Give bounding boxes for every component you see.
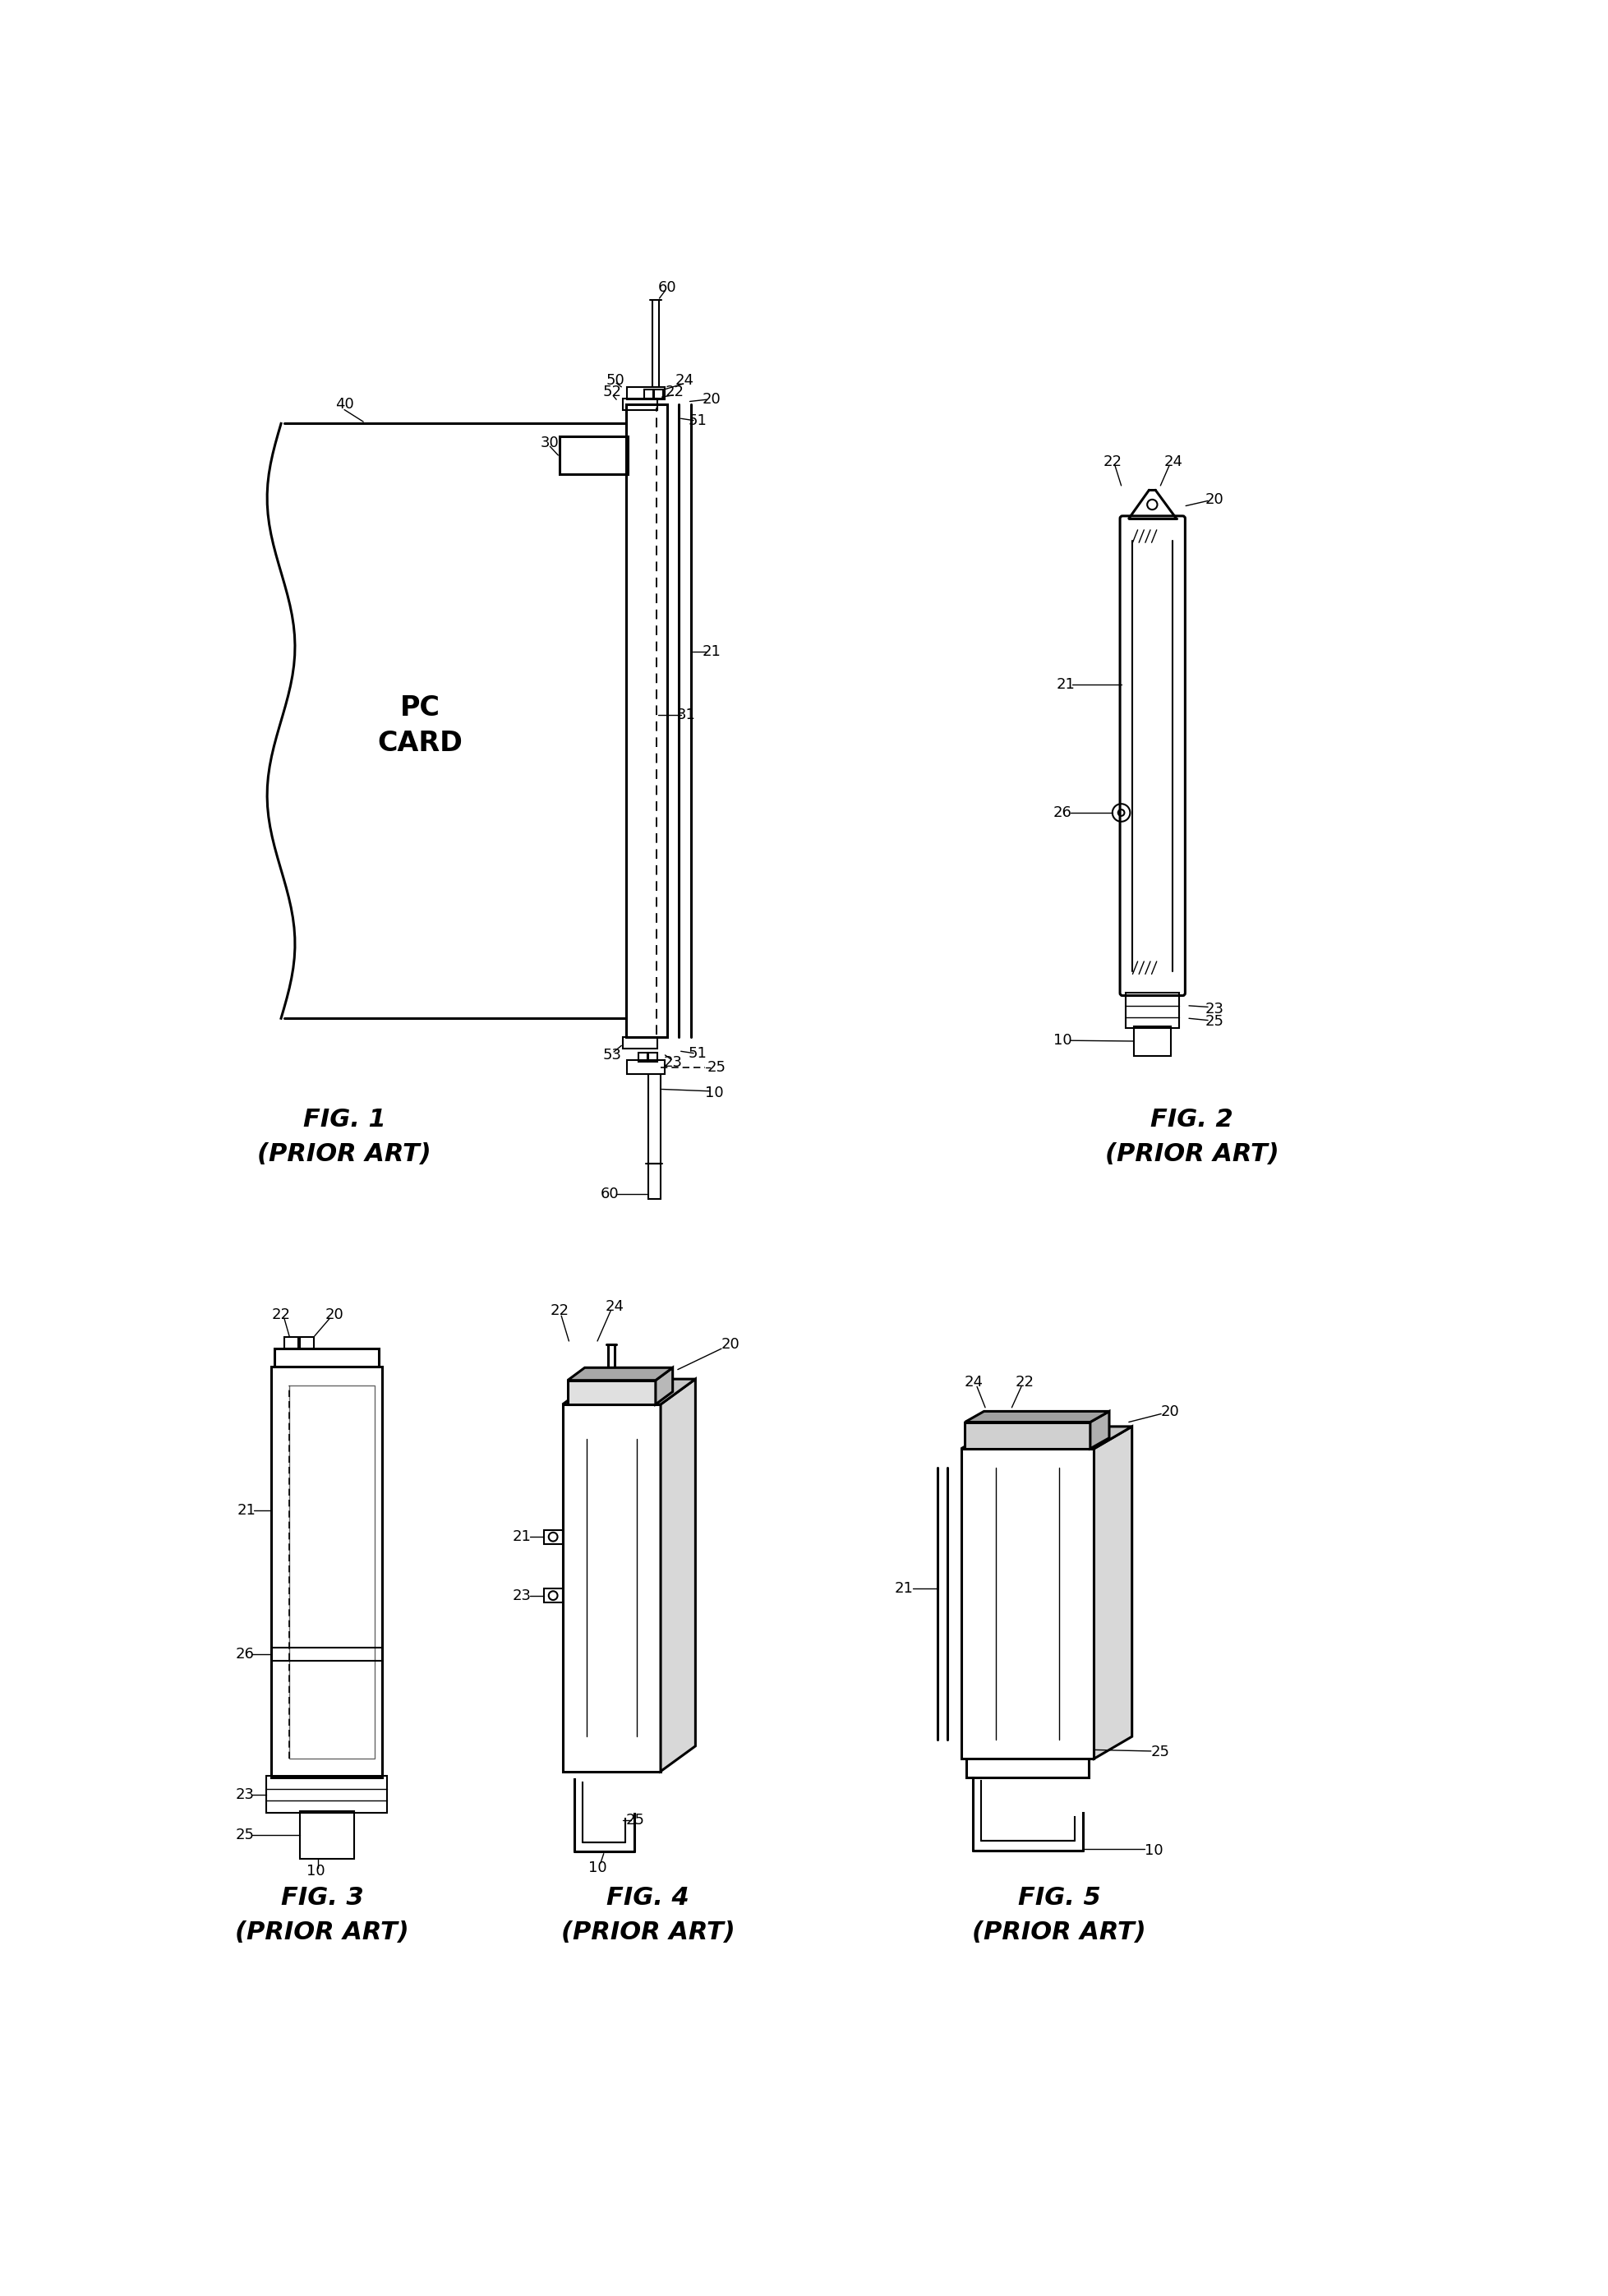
Text: FIG. 3: FIG. 3 <box>281 1885 363 1910</box>
Bar <box>627 388 664 400</box>
Polygon shape <box>965 1412 1108 1421</box>
Bar <box>299 1812 354 1860</box>
Text: 23: 23 <box>235 1786 254 1802</box>
Text: 52: 52 <box>603 383 622 400</box>
Bar <box>626 404 667 1038</box>
Bar <box>1134 1026 1171 1056</box>
Text: 10: 10 <box>307 1864 325 1878</box>
Text: 21: 21 <box>236 1504 256 1518</box>
Text: 22: 22 <box>550 1304 569 1318</box>
Bar <box>627 1061 664 1075</box>
Text: FIG. 2: FIG. 2 <box>1150 1107 1233 1132</box>
Polygon shape <box>563 1405 661 1770</box>
Bar <box>1126 994 1179 1029</box>
Text: 23: 23 <box>1204 1001 1224 1017</box>
Bar <box>654 390 662 397</box>
Text: 30: 30 <box>540 436 560 450</box>
Bar <box>299 1336 314 1348</box>
Bar <box>285 1336 297 1348</box>
Text: 60: 60 <box>658 280 675 294</box>
Text: 20: 20 <box>1159 1405 1179 1419</box>
Text: 22: 22 <box>272 1306 291 1322</box>
Text: 20: 20 <box>720 1336 740 1352</box>
Text: 24: 24 <box>1163 455 1182 468</box>
Text: FIG. 5: FIG. 5 <box>1018 1885 1100 1910</box>
Text: 20: 20 <box>325 1306 344 1322</box>
Text: 21: 21 <box>894 1580 913 1596</box>
Text: CARD: CARD <box>378 730 463 758</box>
Text: 21: 21 <box>701 643 720 659</box>
Text: 40: 40 <box>334 397 354 411</box>
Text: 21: 21 <box>511 1529 531 1545</box>
Text: 25: 25 <box>1204 1015 1224 1029</box>
Text: 22: 22 <box>1103 455 1121 468</box>
Bar <box>289 1384 375 1759</box>
Polygon shape <box>654 1368 672 1405</box>
Text: 20: 20 <box>701 393 720 406</box>
Text: 60: 60 <box>600 1187 619 1201</box>
Text: 53: 53 <box>603 1047 622 1063</box>
Bar <box>560 436 627 475</box>
Text: 10: 10 <box>1053 1033 1071 1047</box>
Text: 24: 24 <box>605 1300 624 1313</box>
Text: 20: 20 <box>1204 491 1224 507</box>
Text: (PRIOR ART): (PRIOR ART) <box>561 1922 735 1945</box>
Polygon shape <box>960 1449 1093 1759</box>
Bar <box>643 390 653 397</box>
Text: (PRIOR ART): (PRIOR ART) <box>1105 1143 1278 1166</box>
Text: 26: 26 <box>1053 806 1071 820</box>
Text: PC: PC <box>400 696 441 721</box>
Bar <box>648 1164 661 1199</box>
Text: 23: 23 <box>511 1589 531 1603</box>
Text: 51: 51 <box>688 1045 706 1061</box>
Polygon shape <box>568 1380 654 1405</box>
Text: 10: 10 <box>589 1860 606 1876</box>
Text: 25: 25 <box>626 1812 645 1828</box>
Bar <box>544 1589 563 1603</box>
Text: 25: 25 <box>1150 1745 1169 1759</box>
Bar <box>622 1038 658 1049</box>
Text: (PRIOR ART): (PRIOR ART) <box>971 1922 1145 1945</box>
Bar <box>275 1348 379 1366</box>
Polygon shape <box>960 1426 1132 1449</box>
Text: 50: 50 <box>606 374 624 388</box>
Text: 25: 25 <box>235 1828 254 1841</box>
Text: 22: 22 <box>664 383 683 400</box>
Bar <box>622 397 658 409</box>
Text: (PRIOR ART): (PRIOR ART) <box>257 1143 431 1166</box>
Text: 51: 51 <box>688 413 706 427</box>
Bar <box>544 1529 563 1543</box>
Bar <box>638 1052 646 1061</box>
Text: 25: 25 <box>706 1061 725 1075</box>
Bar <box>966 1756 1089 1777</box>
Text: 26: 26 <box>235 1646 254 1662</box>
Bar <box>576 1433 646 1743</box>
Polygon shape <box>1090 1412 1108 1449</box>
Polygon shape <box>965 1421 1090 1449</box>
Text: FIG. 4: FIG. 4 <box>606 1885 690 1910</box>
Polygon shape <box>568 1368 672 1380</box>
Bar <box>267 1775 388 1812</box>
Polygon shape <box>563 1380 695 1405</box>
Polygon shape <box>1093 1426 1132 1759</box>
Text: 24: 24 <box>675 374 693 388</box>
Text: 10: 10 <box>1145 1844 1163 1857</box>
Text: 22: 22 <box>1015 1375 1034 1389</box>
Text: 23: 23 <box>664 1056 682 1070</box>
Bar <box>648 1052 658 1061</box>
Text: 24: 24 <box>963 1375 982 1389</box>
Text: 10: 10 <box>704 1086 724 1100</box>
Text: (PRIOR ART): (PRIOR ART) <box>235 1922 408 1945</box>
Text: FIG. 1: FIG. 1 <box>302 1107 386 1132</box>
Bar <box>272 1366 383 1777</box>
Text: 21: 21 <box>1055 677 1074 691</box>
Polygon shape <box>661 1380 695 1770</box>
Text: 31: 31 <box>677 707 695 721</box>
